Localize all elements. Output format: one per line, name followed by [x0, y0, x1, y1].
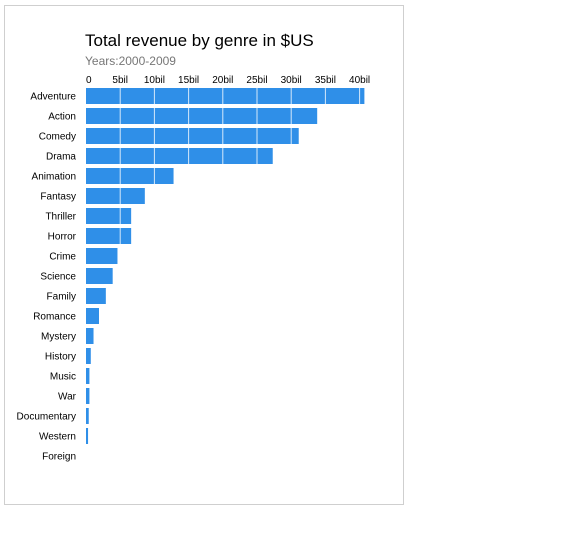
chart-title: Total revenue by genre in $US: [85, 31, 314, 50]
category-label: Comedy: [39, 132, 76, 143]
bar: [86, 428, 89, 444]
x-tick-label: 35bil: [315, 75, 336, 86]
x-tick-label: 25bil: [246, 75, 267, 86]
bar: [86, 408, 89, 424]
category-label: Mystery: [41, 332, 76, 343]
bar: [86, 228, 132, 244]
category-label: Music: [50, 372, 76, 383]
bar: [86, 328, 94, 344]
bar: [86, 308, 99, 324]
category-label: History: [45, 352, 76, 363]
bar: [86, 148, 273, 164]
x-tick-label: 0: [86, 75, 92, 86]
category-label: Adventure: [30, 92, 76, 103]
category-label: Western: [39, 432, 76, 443]
bar: [86, 168, 174, 184]
category-label: War: [58, 392, 77, 403]
x-tick-label: 10bil: [144, 75, 165, 86]
chart-subtitle: Years:2000-2009: [85, 54, 176, 68]
category-label: Fantasy: [40, 192, 76, 203]
bar: [86, 268, 113, 284]
bar: [86, 288, 106, 304]
bar: [86, 348, 91, 364]
bar: [86, 368, 90, 384]
bar: [86, 388, 90, 404]
bar: [86, 248, 118, 264]
category-label: Romance: [33, 312, 76, 323]
category-label: Crime: [49, 252, 76, 263]
bar: [86, 88, 365, 104]
bar: [86, 128, 299, 144]
category-label: Drama: [46, 152, 76, 163]
x-tick-label: 20bil: [212, 75, 233, 86]
category-label: Horror: [48, 232, 77, 243]
x-tick-label: 30bil: [281, 75, 302, 86]
category-label: Family: [47, 292, 76, 303]
category-label: Action: [48, 112, 76, 123]
category-label: Documentary: [17, 412, 76, 423]
bar: [86, 188, 145, 204]
x-tick-label: 5bil: [112, 75, 128, 86]
x-tick-label: 40bil: [349, 75, 370, 86]
bar: [86, 108, 318, 124]
category-label: Thriller: [45, 212, 76, 223]
bar: [86, 208, 132, 224]
category-label: Animation: [32, 172, 76, 183]
category-label: Science: [40, 272, 76, 283]
category-label: Foreign: [42, 452, 76, 463]
x-tick-label: 15bil: [178, 75, 199, 86]
